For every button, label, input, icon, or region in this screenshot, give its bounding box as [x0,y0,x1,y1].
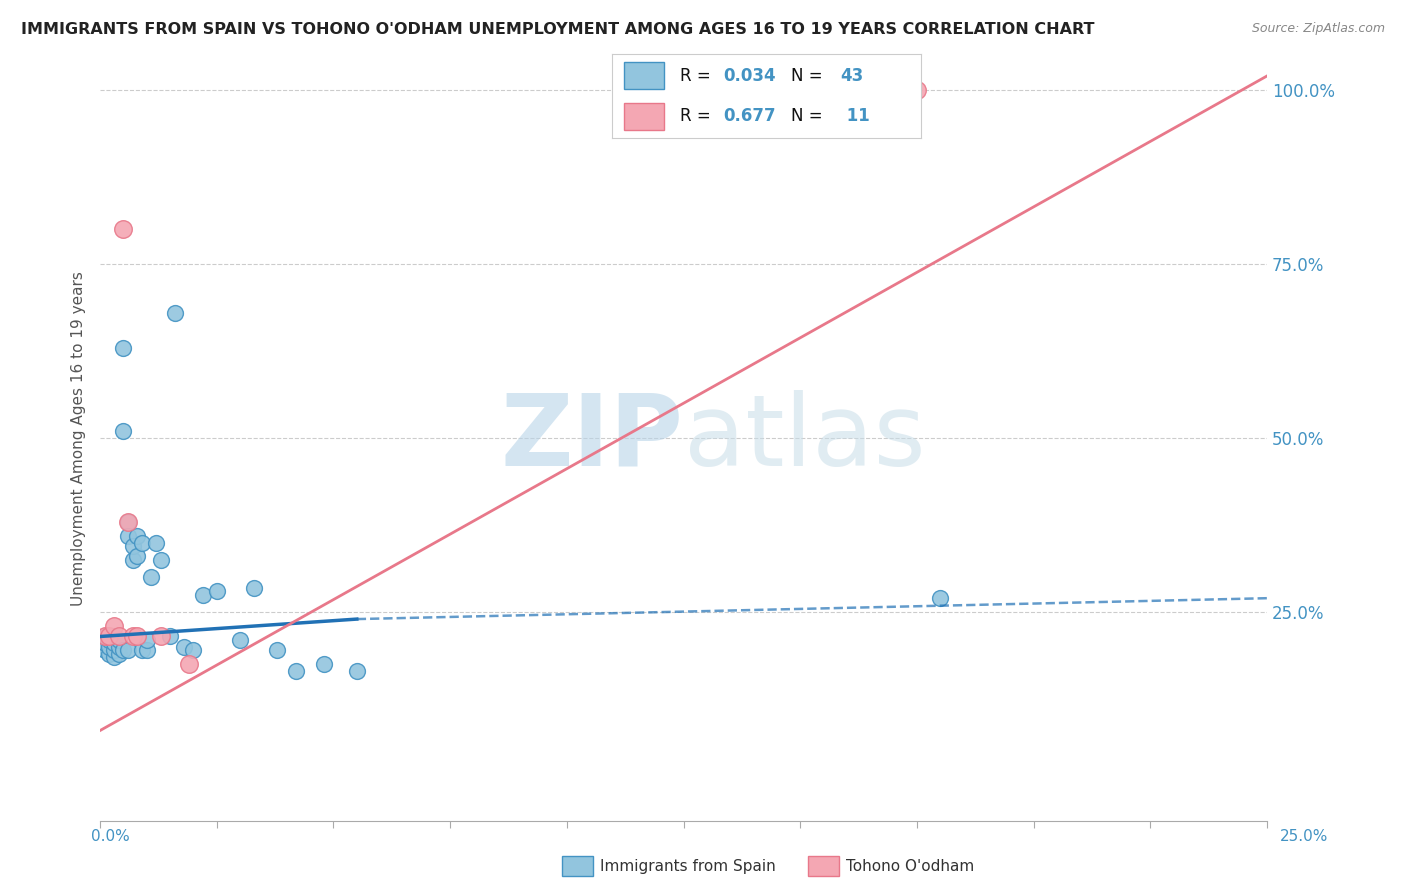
Point [103,619,125,633]
Point [107,630,129,644]
Point [929,591,952,606]
Text: Immigrants from Spain: Immigrants from Spain [600,859,776,873]
Point [135,632,157,647]
Y-axis label: Unemployment Among Ages 16 to 19 years: Unemployment Among Ages 16 to 19 years [72,270,86,606]
Point [149,630,172,644]
Point [127,549,149,564]
Point [121,630,143,644]
Text: 43: 43 [841,67,863,85]
Point [98,640,121,654]
FancyBboxPatch shape [624,62,664,89]
Point [117,515,139,529]
Point [107,647,129,661]
Point [98,632,121,647]
Text: atlas: atlas [683,390,925,486]
Text: 0.0%: 0.0% [91,830,131,844]
Point [191,588,214,602]
Point [905,83,928,97]
Point [163,306,186,320]
Point [145,535,167,549]
Point [94,630,117,644]
Point [135,643,157,657]
Point [107,640,129,654]
Point [112,424,135,438]
Point [103,650,125,665]
Point [266,643,288,657]
Point [103,636,125,650]
Text: Source: ZipAtlas.com: Source: ZipAtlas.com [1251,22,1385,36]
Text: 0.677: 0.677 [723,107,776,125]
Point [121,553,143,567]
Text: R =: R = [679,107,716,125]
Point [98,647,121,661]
Point [94,636,117,650]
Point [131,643,153,657]
Point [159,630,181,644]
Point [149,553,172,567]
Point [127,630,149,644]
Point [346,665,368,679]
Point [103,630,125,644]
Text: R =: R = [679,67,716,85]
Text: 25.0%: 25.0% [1281,830,1329,844]
Point [94,630,117,644]
Point [229,632,252,647]
Point [121,539,143,553]
Point [117,515,139,529]
Point [112,341,135,355]
Point [127,528,149,542]
Text: IMMIGRANTS FROM SPAIN VS TOHONO O'ODHAM UNEMPLOYMENT AMONG AGES 16 TO 19 YEARS C: IMMIGRANTS FROM SPAIN VS TOHONO O'ODHAM … [21,22,1095,37]
Point [177,657,200,672]
Point [173,640,195,654]
Text: 0.034: 0.034 [723,67,776,85]
Point [112,643,135,657]
Point [314,657,336,672]
Point [285,665,308,679]
Point [141,570,163,584]
Point [94,643,117,657]
Text: Tohono O'odham: Tohono O'odham [846,859,974,873]
Point [131,535,153,549]
FancyBboxPatch shape [624,103,664,130]
Text: N =: N = [792,107,828,125]
Point [117,528,139,542]
Text: 11: 11 [841,107,869,125]
Point [243,581,266,595]
Point [112,222,135,236]
Point [183,643,205,657]
Point [107,632,129,647]
Point [117,643,139,657]
Point [98,630,121,644]
Text: N =: N = [792,67,828,85]
Point [103,643,125,657]
Point [205,584,228,599]
Text: ZIP: ZIP [501,390,683,486]
